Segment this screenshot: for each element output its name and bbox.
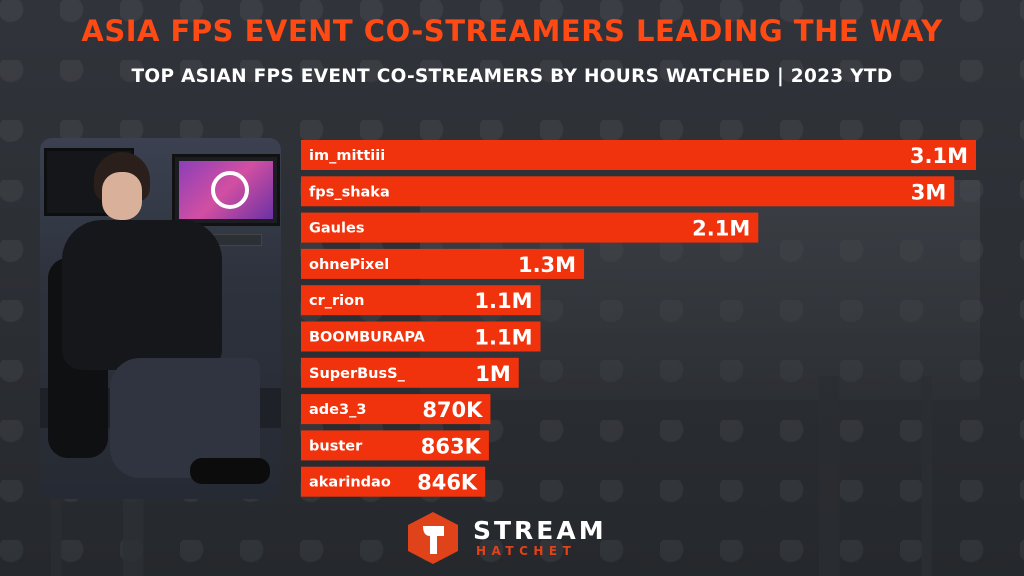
logo-wordmark: STREAM	[473, 516, 607, 545]
bar-value-label: 1.3M	[518, 253, 576, 277]
bar-value-label: 870K	[422, 398, 483, 422]
photo-person-body	[62, 220, 222, 370]
hatchet-logo-icon	[408, 512, 458, 564]
streamer-photo	[40, 138, 281, 499]
bar-value-label: 863K	[421, 434, 482, 458]
page-title: ASIA FPS EVENT CO-STREAMERS LEADING THE …	[81, 14, 943, 48]
photo-person-shoe	[190, 458, 270, 484]
photo-monitor-screen	[179, 161, 273, 219]
bar-value-label: 3.1M	[910, 144, 968, 168]
photo-monitor-right	[172, 154, 280, 226]
bar-8	[301, 430, 489, 461]
bar-7	[301, 394, 491, 425]
bar-4	[301, 285, 541, 316]
bar-5	[301, 321, 541, 352]
bar-category-label: ade3_3	[309, 402, 366, 418]
bar-category-label: SuperBusS_	[309, 366, 406, 382]
bar-1	[301, 176, 955, 207]
bar-6	[301, 357, 519, 388]
bar-category-label: buster	[309, 438, 363, 454]
bar-value-label: 846K	[417, 471, 478, 495]
bar-9	[301, 466, 486, 497]
bar-3	[301, 248, 585, 279]
photo-person-face	[102, 172, 142, 220]
bar-category-label: akarindao	[309, 475, 391, 491]
bar-2	[301, 212, 759, 243]
bar-category-label: cr_rion	[309, 293, 364, 309]
stream-hatchet-logo: STREAM HATCHET	[404, 510, 634, 566]
bar-category-label: fps_shaka	[309, 184, 390, 200]
page-subtitle: TOP ASIAN FPS EVENT CO-STREAMERS BY HOUR…	[131, 66, 893, 87]
bar-category-label: im_mittiii	[309, 148, 385, 164]
bar-category-label: Gaules	[309, 221, 364, 237]
bar-category-label: BOOMBURAPA	[309, 330, 426, 346]
bar-category-label: ohnePixel	[309, 257, 389, 273]
bar-0	[301, 140, 976, 170]
logo-subtext: HATCHET	[476, 544, 577, 558]
photo-esports-logo-icon	[211, 171, 249, 209]
bar-value-label: 1.1M	[474, 326, 532, 350]
bar-value-label: 2.1M	[692, 217, 750, 241]
bar-value-label: 3M	[911, 180, 947, 204]
bar-value-label: 1M	[475, 362, 511, 386]
bar-value-label: 1.1M	[474, 289, 532, 313]
